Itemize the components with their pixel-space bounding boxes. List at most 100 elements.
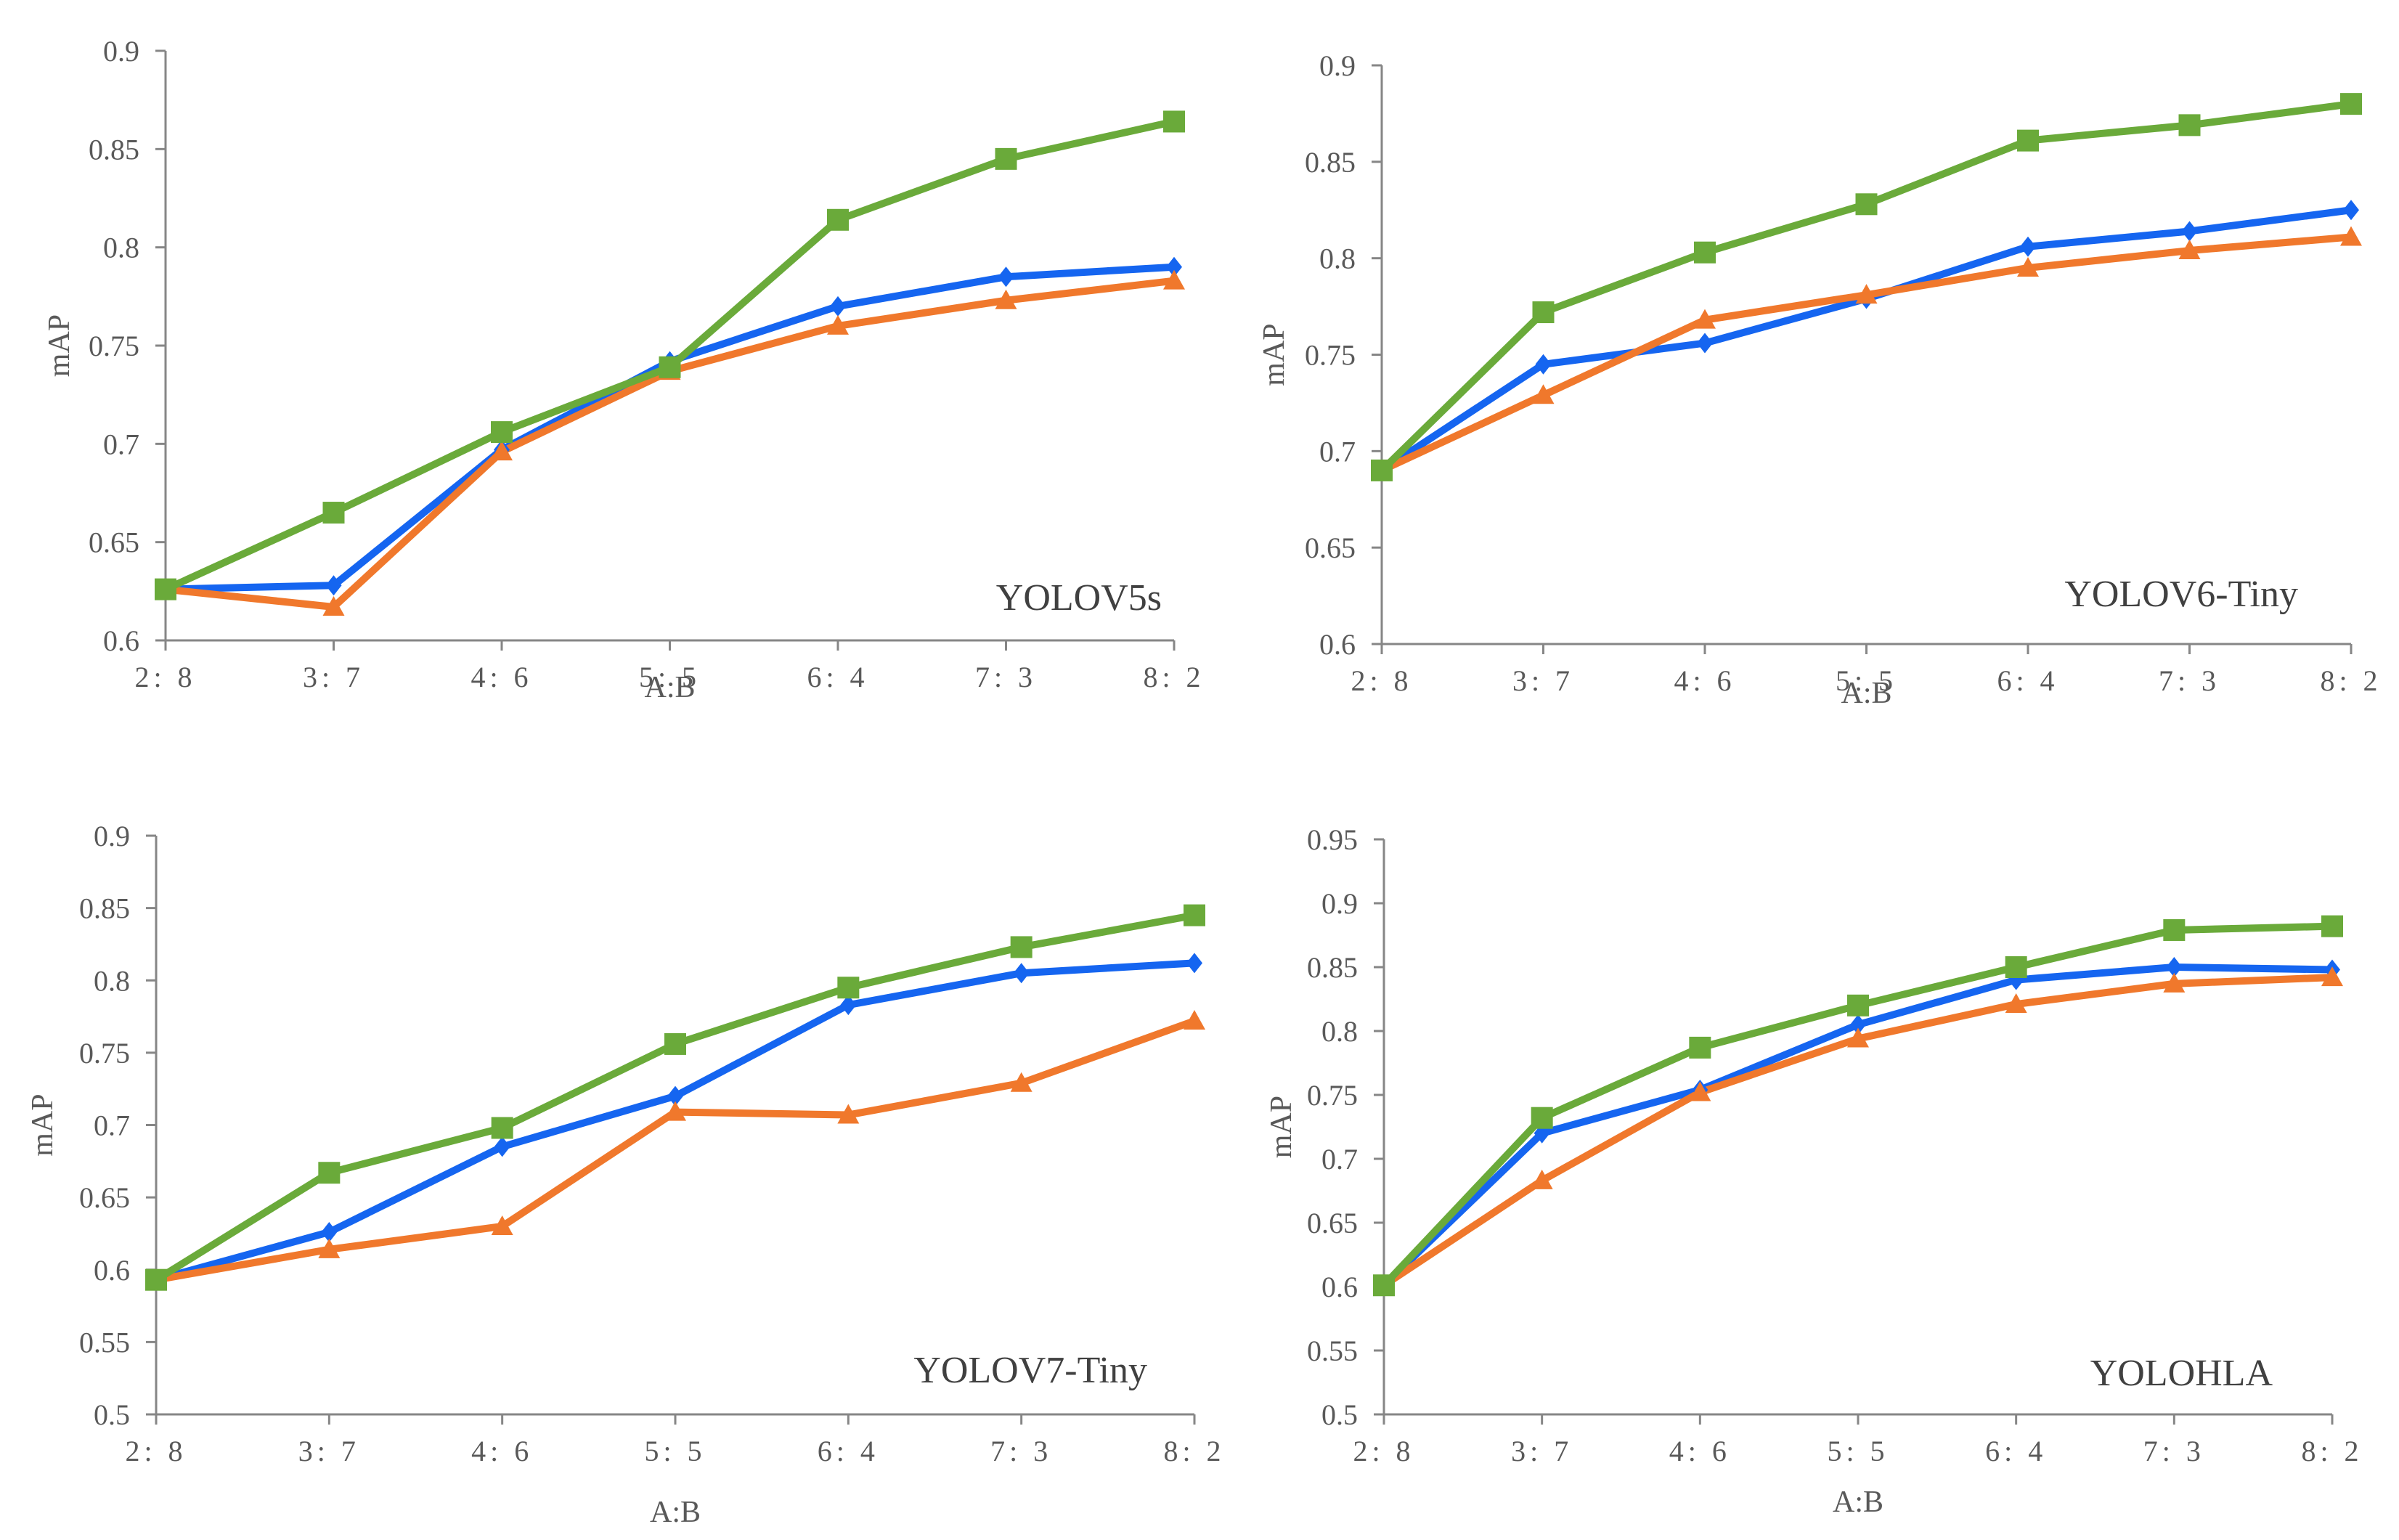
- marker-square: [1847, 994, 1869, 1017]
- marker-triangle: [1855, 284, 1878, 304]
- x-axis-title: A:B: [644, 671, 695, 704]
- x-tick-label: 2: 8: [125, 1435, 187, 1467]
- marker-triangle: [2005, 993, 2027, 1014]
- panel-title: YOLOV7-Tiny: [913, 1350, 1147, 1391]
- x-tick-label: 7: 3: [975, 661, 1037, 693]
- marker-diamond: [1850, 1014, 1866, 1035]
- y-tick-label: 0.85: [1305, 146, 1356, 179]
- x-tick-label: 5: 5: [644, 1435, 706, 1467]
- marker-square: [2163, 918, 2186, 941]
- x-tick-label: 6: 4: [1985, 1435, 2047, 1467]
- marker-diamond: [1166, 256, 1182, 277]
- y-tick-label: 0.5: [1321, 1398, 1358, 1431]
- y-tick-label: 0.8: [103, 232, 139, 264]
- y-tick-label: 0.6: [103, 624, 139, 657]
- x-tick-label: 4: 6: [1674, 664, 1735, 697]
- marker-square: [145, 1268, 167, 1291]
- x-tick-label: 2: 8: [134, 661, 196, 693]
- marker-diamond: [2181, 221, 2198, 242]
- marker-diamond: [1535, 354, 1552, 375]
- y-tick-label: 0.8: [94, 964, 130, 997]
- y-tick-label: 0.85: [89, 133, 139, 166]
- marker-triangle: [1694, 309, 1716, 329]
- y-tick-label: 0.55: [1307, 1335, 1358, 1367]
- marker-diamond: [667, 1085, 683, 1107]
- y-tick-label: 0.8: [1319, 243, 1356, 275]
- x-tick-label: 6: 4: [807, 661, 868, 693]
- x-axis-title: A:B: [1841, 677, 1891, 710]
- y-tick-label: 0.75: [1307, 1079, 1358, 1112]
- marker-square: [1855, 193, 1878, 216]
- chart-panel-yolov6-tiny: 0.6 0.65 0.7 0.75 0.8 0.85 0.9 2: 8 3: 7 4: 6 5: 5…: [1258, 49, 2382, 710]
- marker-triangle: [2340, 226, 2362, 246]
- x-tick-label: 8: 2: [1143, 661, 1205, 693]
- y-tick-label: 0.85: [79, 892, 130, 925]
- x-tick-label: 6: 4: [1997, 664, 2058, 697]
- marker-square: [491, 1117, 513, 1139]
- marker-square: [1694, 241, 1716, 264]
- x-tick-label: 3: 7: [1512, 664, 1574, 697]
- y-tick-label: 0.6: [1321, 1271, 1358, 1303]
- y-tick-label: 0.9: [1319, 49, 1356, 82]
- marker-square: [322, 502, 345, 524]
- x-axis-title: A:B: [1833, 1486, 1883, 1519]
- marker-triangle: [491, 1215, 513, 1235]
- marker-square: [659, 356, 681, 378]
- marker-square: [1163, 110, 1185, 133]
- marker-triangle: [2017, 256, 2039, 277]
- x-tick-label: 5: 5: [639, 661, 701, 693]
- marker-diamond: [2343, 200, 2359, 221]
- y-tick-label: 0.5: [94, 1398, 130, 1431]
- marker-diamond: [2020, 236, 2036, 257]
- x-tick-label: 4: 6: [471, 1435, 533, 1467]
- x-tick-label: 4: 6: [1669, 1435, 1731, 1467]
- x-axis-title: A:B: [650, 1496, 701, 1529]
- marker-diamond: [1697, 333, 1713, 354]
- chart-panel-yoloha: 0.5 0.55 0.6 0.65 0.7 0.75 0.8 0.85 0.9 0.95 2: 8 3…: [1265, 823, 2359, 1519]
- y-tick-label: 0.55: [79, 1326, 130, 1358]
- y-tick-label: 0.85: [1307, 951, 1358, 984]
- marker-square: [1010, 936, 1032, 958]
- marker-diamond: [321, 1221, 338, 1242]
- marker-diamond: [830, 296, 846, 317]
- marker-diamond: [1013, 963, 1030, 984]
- x-tick-label: 6: 4: [818, 1435, 879, 1467]
- chart-panel-yolov5s: 0.6 0.65 0.7 0.75 0.8 0.85 0.9 2: 8 3: 7 4: 6 5: 5…: [43, 35, 1205, 704]
- panel-title: YOLOV6-Tiny: [2064, 574, 2298, 615]
- y-tick-label: 0.7: [94, 1109, 130, 1142]
- marker-square: [491, 421, 513, 444]
- marker-triangle: [827, 314, 849, 335]
- y-tick-label: 0.75: [89, 330, 139, 362]
- y-axis-title: mAP: [43, 314, 76, 377]
- marker-triangle: [1531, 1169, 1553, 1189]
- x-tick-label: 7: 3: [990, 1435, 1052, 1467]
- x-tick-label: 8: 2: [2320, 664, 2382, 697]
- series-line-blue-diamond: [152, 959, 1198, 1284]
- y-tick-label: 0.7: [1319, 435, 1356, 468]
- marker-triangle: [1163, 269, 1185, 290]
- chart-panel-yolov7-tiny: 0.5 0.55 0.6 0.65 0.7 0.75 0.8 0.85 0.9 2: 8 3: 7 4…: [26, 820, 1221, 1529]
- marker-diamond: [998, 266, 1014, 288]
- marker-square: [2321, 915, 2343, 937]
- marker-triangle: [322, 595, 345, 616]
- marker-triangle: [1184, 1010, 1205, 1030]
- series-line-blue-diamond: [162, 263, 1178, 593]
- y-tick-label: 0.9: [1321, 887, 1358, 920]
- x-tick-label: 3: 7: [298, 1435, 360, 1467]
- marker-square: [1373, 1274, 1395, 1297]
- x-tick-label: 7: 3: [2143, 1435, 2205, 1467]
- marker-square: [827, 208, 849, 231]
- marker-diamond: [2166, 957, 2183, 977]
- panel-title: YOLOV5s: [996, 577, 1162, 619]
- marker-triangle: [318, 1238, 341, 1258]
- x-tick-label: 8: 2: [1163, 1435, 1225, 1467]
- series-line-orange-triangle: [1378, 233, 2355, 474]
- marker-triangle: [2178, 240, 2201, 260]
- marker-square: [155, 578, 176, 600]
- panel-title: YOLOHLA: [2090, 1353, 2273, 1394]
- x-tick-label: 5: 5: [1836, 664, 1897, 697]
- series-line-orange-triangle: [152, 1017, 1198, 1284]
- marker-square: [2017, 129, 2039, 152]
- y-tick-label: 0.6: [94, 1254, 130, 1287]
